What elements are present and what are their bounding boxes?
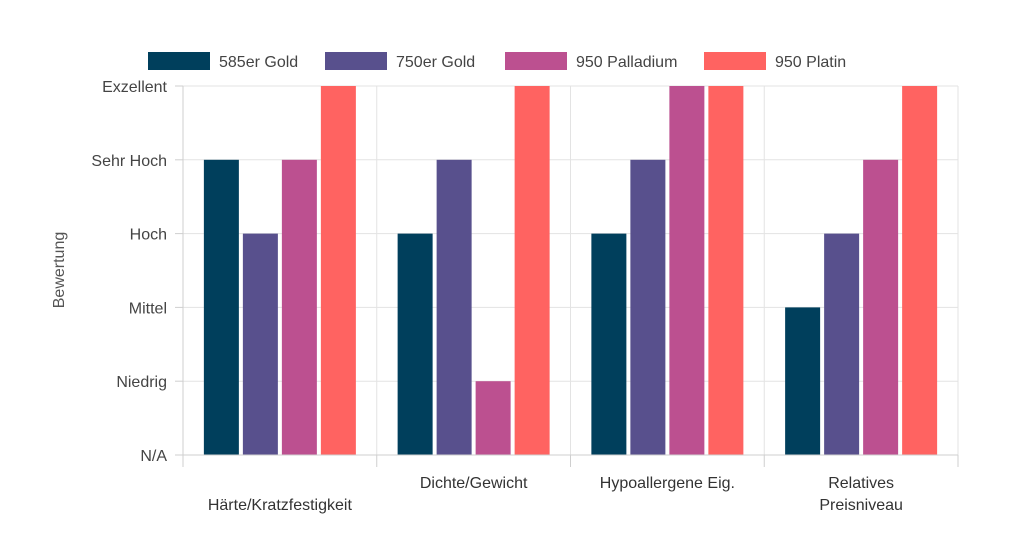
legend-swatch bbox=[325, 52, 387, 70]
legend-label: 750er Gold bbox=[396, 54, 475, 71]
bar-585er-gold-3 bbox=[785, 307, 821, 455]
x-category-label: Hypoallergene Eig. bbox=[600, 475, 735, 492]
y-axis-label: Bewertung bbox=[51, 232, 68, 309]
legend-label: 950 Palladium bbox=[576, 54, 677, 71]
y-tick-label: Exzellent bbox=[102, 79, 167, 96]
bar-950-palladium-1 bbox=[475, 381, 511, 455]
bar-950-platin-2 bbox=[708, 86, 744, 455]
y-tick-label: Sehr Hoch bbox=[91, 153, 167, 170]
y-tick-label: N/A bbox=[140, 448, 167, 465]
bar-585er-gold-0 bbox=[203, 159, 239, 456]
bar-950-platin-0 bbox=[320, 86, 356, 455]
bars-layer bbox=[203, 86, 938, 456]
y-tick-label: Mittel bbox=[129, 300, 167, 317]
legend-label: 585er Gold bbox=[219, 54, 298, 71]
bar-950-palladium-0 bbox=[281, 159, 317, 456]
legend-swatch bbox=[148, 52, 210, 70]
bar-750er-gold-0 bbox=[242, 233, 278, 455]
x-category-label: Preisniveau bbox=[819, 497, 903, 514]
y-tick-label: Niedrig bbox=[116, 374, 167, 391]
bar-950-palladium-3 bbox=[863, 159, 899, 456]
bar-950-palladium-2 bbox=[669, 86, 705, 455]
bar-950-platin-1 bbox=[514, 86, 550, 455]
x-category-label: Härte/Kratzfestigkeit bbox=[208, 497, 353, 514]
axis-layer: N/A Niedrig Mittel Hoch Sehr Hoch Exzellent Hä… bbox=[91, 79, 959, 514]
x-category-label: Relatives bbox=[828, 475, 894, 492]
bar-585er-gold-1 bbox=[397, 233, 433, 455]
x-category-label: Dichte/Gewicht bbox=[420, 475, 528, 492]
bar-750er-gold-2 bbox=[630, 159, 666, 456]
bar-750er-gold-1 bbox=[436, 159, 472, 456]
legend-label: 950 Platin bbox=[775, 54, 846, 71]
bar-750er-gold-3 bbox=[824, 233, 860, 455]
legend-swatch bbox=[505, 52, 567, 70]
legend: 585er Gold 750er Gold 950 Palladium 950 Pla… bbox=[148, 52, 846, 71]
bar-950-platin-3 bbox=[902, 86, 938, 455]
legend-swatch bbox=[704, 52, 766, 70]
bar-585er-gold-2 bbox=[591, 233, 627, 455]
y-tick-label: Hoch bbox=[130, 227, 167, 244]
